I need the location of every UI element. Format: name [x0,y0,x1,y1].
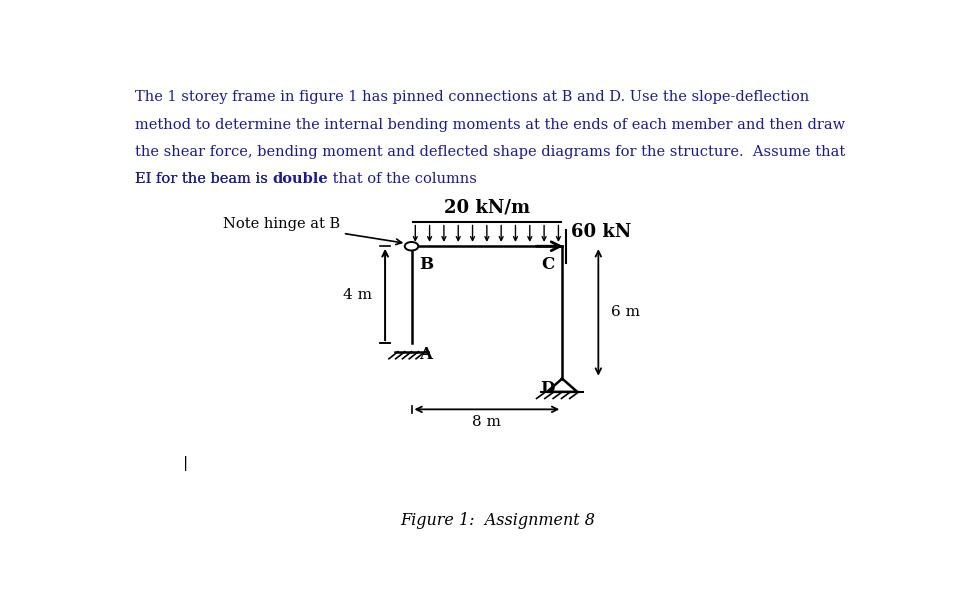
Text: double: double [272,173,329,187]
Circle shape [404,242,418,251]
Text: A: A [419,346,432,362]
Text: |: | [183,456,189,471]
Text: method to determine the internal bending moments at the ends of each member and : method to determine the internal bending… [135,118,846,131]
Text: EI for the beam is: EI for the beam is [135,173,272,187]
Text: the shear force, bending moment and deflected shape diagrams for the structure. : the shear force, bending moment and defl… [135,145,846,159]
Text: 6 m: 6 m [611,305,641,319]
Text: D: D [540,379,555,397]
Text: Figure 1:  Assignment 8: Figure 1: Assignment 8 [400,512,596,529]
Text: The 1 storey frame in figure 1 has pinned connections at B and D. Use the slope-: The 1 storey frame in figure 1 has pinne… [135,90,810,104]
Text: Note hinge at B: Note hinge at B [223,217,401,244]
Text: that of the columns: that of the columns [329,173,477,187]
Text: 20 kN/m: 20 kN/m [444,199,530,217]
Text: 8 m: 8 m [472,415,502,429]
Text: B: B [419,255,434,273]
Text: EI for the beam is: EI for the beam is [135,173,272,187]
Text: 4 m: 4 m [343,288,371,301]
Text: C: C [541,255,555,273]
Text: 60 kN: 60 kN [572,223,632,241]
